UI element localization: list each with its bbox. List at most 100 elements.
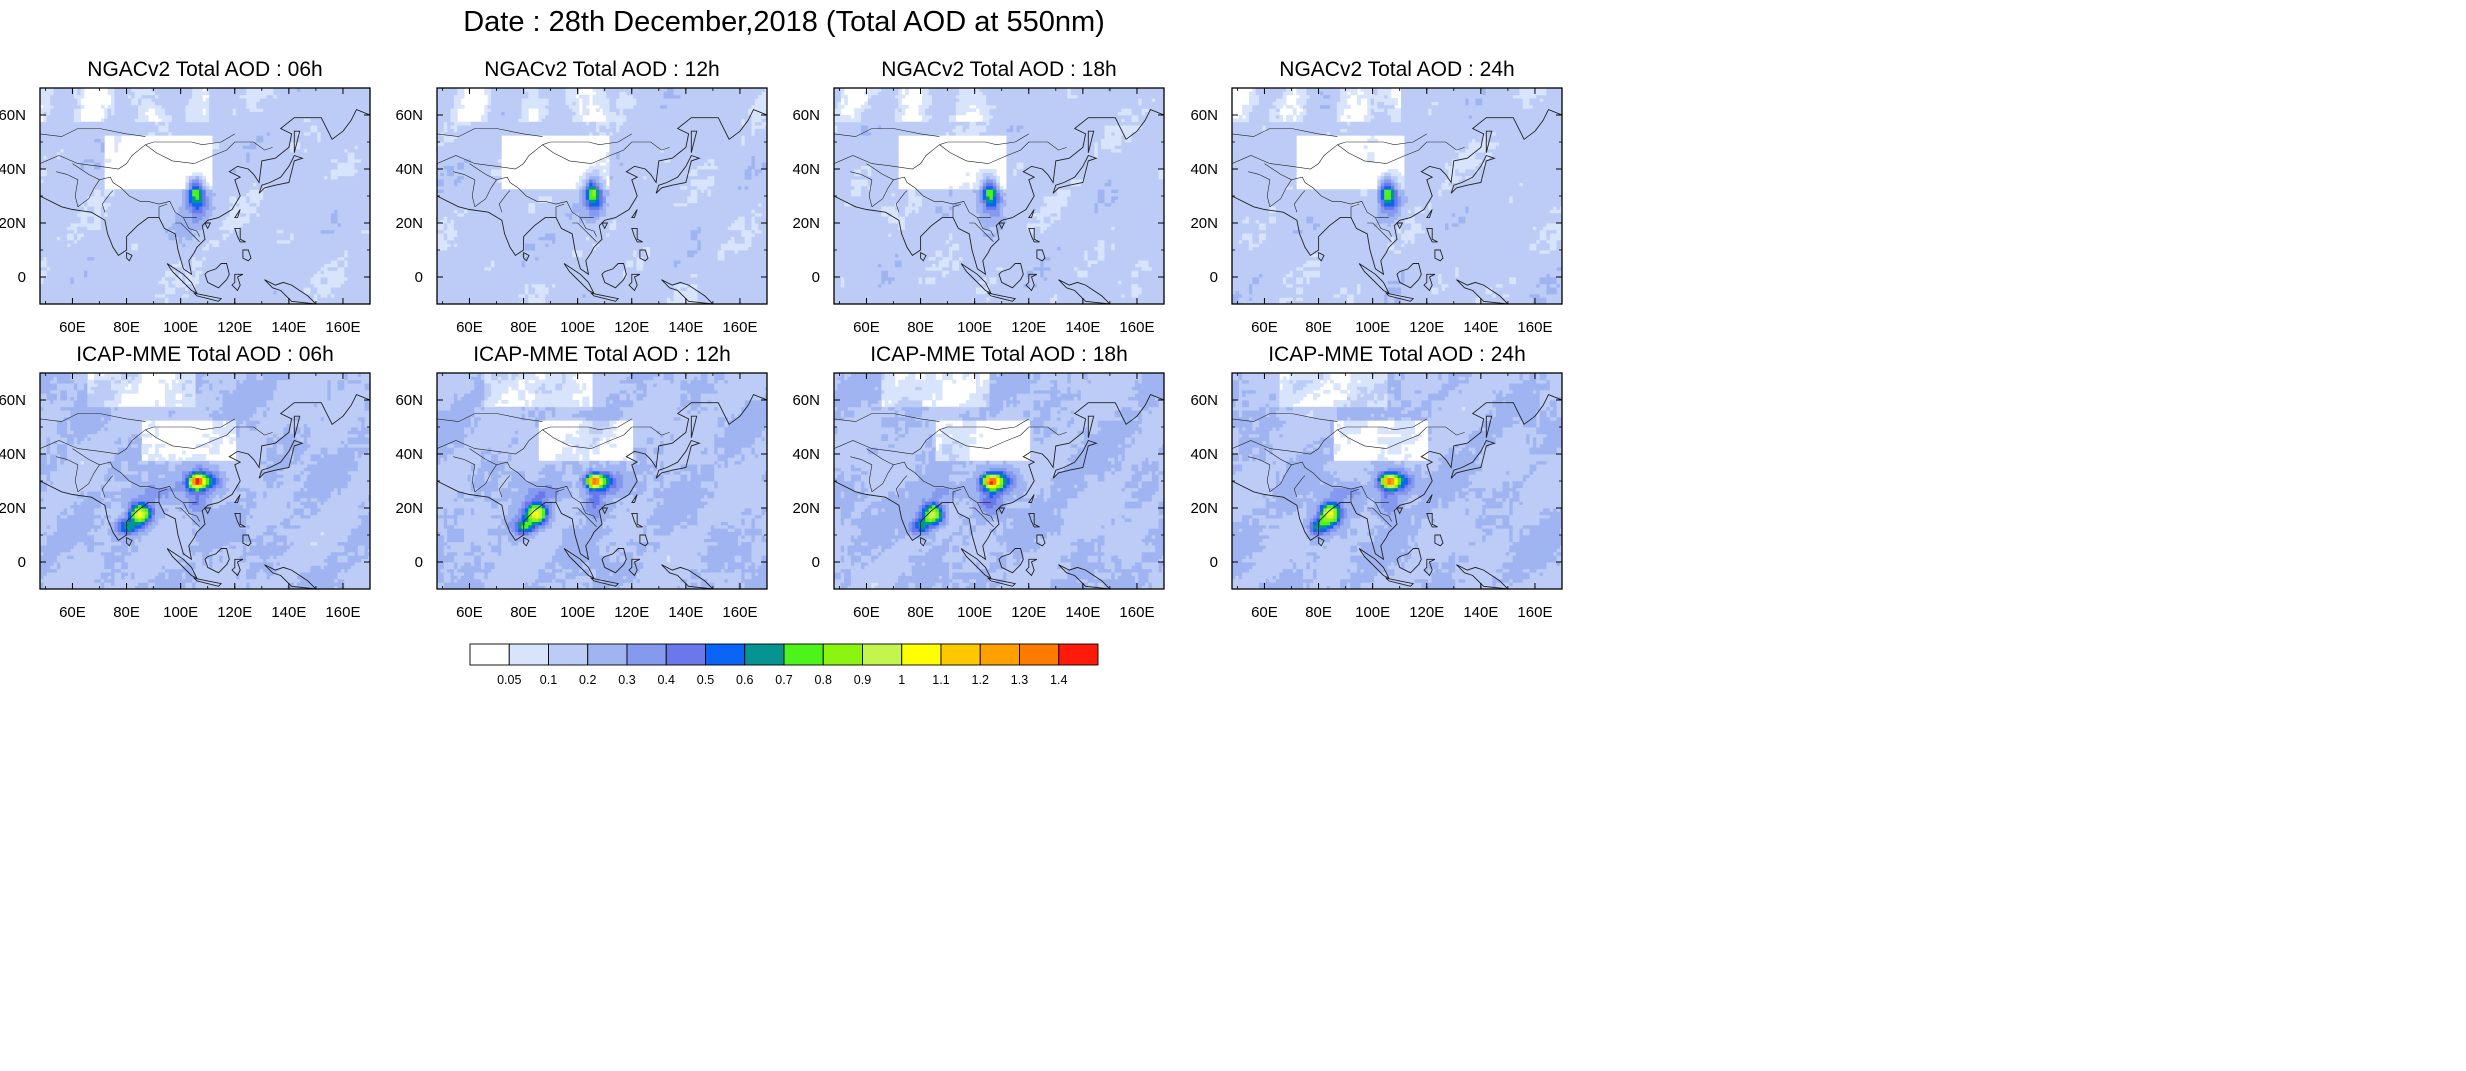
y-tick-label: 0	[415, 269, 423, 286]
coastlines	[40, 373, 370, 589]
panel-title: NGACv2 Total AOD : 24h	[1279, 58, 1514, 81]
panel-title: NGACv2 Total AOD : 18h	[881, 58, 1116, 81]
x-tick-label: 80E	[907, 604, 934, 621]
colorbar-swatch	[783, 643, 824, 666]
panel-title: ICAP-MME Total AOD : 06h	[76, 343, 334, 366]
x-tick-label: 80E	[113, 319, 140, 336]
colorbar-swatch	[469, 643, 510, 666]
map-panel: ICAP-MME Total AOD : 24h 60E 80E 100E 120E 14…	[1190, 343, 1563, 621]
y-tick-label: 0	[1210, 554, 1218, 571]
x-tick-label: 60E	[1251, 604, 1278, 621]
x-tick-label: 120E	[217, 319, 252, 336]
x-tick-label: 100E	[957, 604, 992, 621]
x-tick-label: 120E	[614, 604, 649, 621]
x-tick-label: 80E	[1305, 319, 1332, 336]
y-tick-label: 60N	[792, 107, 820, 124]
y-tick-label: 60N	[0, 107, 26, 124]
x-tick-label: 140E	[668, 604, 703, 621]
colorbar-swatch	[744, 643, 785, 666]
aod-field	[437, 373, 767, 589]
x-tick-label: 80E	[907, 319, 934, 336]
colorbar: 0.05 0.1 0.2 0.3 0.4 0.5 0.6 0.7 0.8 0.9 1 1.1 1.2 1.…	[469, 643, 1099, 687]
aod-field	[1232, 373, 1562, 589]
y-tick-label: 0	[415, 554, 423, 571]
x-tick-label: 160E	[325, 604, 360, 621]
map-panel: ICAP-MME Total AOD : 06h 60E 80E 100E 120E 14…	[0, 343, 371, 621]
colorbar-swatch	[1058, 643, 1099, 666]
map-panel: NGACv2 Total AOD : 18h 60E 80E 100E 120E 140E…	[792, 58, 1165, 336]
x-tick-label: 140E	[1065, 319, 1100, 336]
x-tick-label: 100E	[1355, 319, 1390, 336]
x-tick-label: 100E	[560, 604, 595, 621]
colorbar-label: 0.1	[540, 673, 557, 687]
colorbar-label: 1.2	[972, 673, 989, 687]
x-tick-label: 100E	[957, 319, 992, 336]
colorbar-label: 0.2	[579, 673, 596, 687]
colorbar-label: 0.05	[497, 673, 521, 687]
y-tick-label: 40N	[0, 446, 26, 463]
x-tick-label: 140E	[1463, 319, 1498, 336]
colorbar-swatch	[1019, 643, 1060, 666]
colorbar-label: 0.3	[618, 673, 635, 687]
x-tick-label: 160E	[722, 604, 757, 621]
colorbar-label: 1.3	[1011, 673, 1028, 687]
x-tick-label: 140E	[1065, 604, 1100, 621]
x-tick-label: 120E	[1409, 319, 1444, 336]
y-tick-label: 20N	[395, 215, 423, 232]
colorbar-label: 1.4	[1050, 673, 1067, 687]
x-tick-label: 100E	[163, 604, 198, 621]
colorbar-swatch	[705, 643, 746, 666]
y-tick-label: 20N	[0, 500, 26, 517]
colorbar-swatch	[979, 643, 1020, 666]
x-tick-label: 140E	[271, 604, 306, 621]
x-tick-label: 100E	[560, 319, 595, 336]
y-tick-label: 20N	[1190, 215, 1218, 232]
y-tick-label: 60N	[1190, 107, 1218, 124]
y-tick-label: 20N	[792, 500, 820, 517]
y-tick-label: 0	[18, 269, 26, 286]
y-tick-label: 0	[18, 554, 26, 571]
colorbar-label: 0.7	[775, 673, 792, 687]
colorbar-swatch	[587, 643, 628, 666]
panel-title: NGACv2 Total AOD : 06h	[87, 58, 322, 81]
x-tick-label: 60E	[1251, 319, 1278, 336]
coastlines	[1232, 88, 1562, 304]
panel-title: ICAP-MME Total AOD : 12h	[473, 343, 731, 366]
y-tick-label: 60N	[395, 107, 423, 124]
colorbar-label: 0.4	[658, 673, 675, 687]
y-tick-label: 20N	[395, 500, 423, 517]
x-tick-label: 60E	[853, 604, 880, 621]
colorbar-swatch	[665, 643, 706, 666]
x-tick-label: 140E	[271, 319, 306, 336]
x-tick-label: 100E	[163, 319, 198, 336]
x-tick-label: 60E	[456, 319, 483, 336]
x-tick-label: 100E	[1355, 604, 1390, 621]
y-tick-label: 20N	[1190, 500, 1218, 517]
map-panel: ICAP-MME Total AOD : 12h 60E 80E 100E 120E 14…	[395, 343, 768, 621]
aod-field	[437, 88, 767, 304]
x-tick-label: 160E	[1119, 319, 1154, 336]
y-tick-label: 40N	[0, 161, 26, 178]
coastlines	[437, 373, 767, 589]
panel-title: ICAP-MME Total AOD : 24h	[1268, 343, 1526, 366]
y-tick-label: 60N	[1190, 392, 1218, 409]
aod-field	[834, 88, 1164, 304]
aod-field	[40, 88, 370, 304]
coastlines	[437, 88, 767, 304]
colorbar-swatch	[940, 643, 981, 666]
x-tick-label: 160E	[1517, 319, 1552, 336]
x-tick-label: 140E	[668, 319, 703, 336]
y-tick-label: 40N	[1190, 446, 1218, 463]
colorbar-label: 1.1	[932, 673, 949, 687]
x-tick-label: 60E	[853, 319, 880, 336]
aod-field	[1232, 88, 1562, 304]
colorbar-label: 0.5	[697, 673, 714, 687]
x-tick-label: 60E	[456, 604, 483, 621]
figure-title: Date : 28th December,2018 (Total AOD at …	[0, 2, 1568, 42]
colorbar-label: 0.6	[736, 673, 753, 687]
map-panel: NGACv2 Total AOD : 06h 60E 80E 100E 120E 140E…	[0, 58, 371, 336]
coastlines	[40, 88, 370, 304]
y-tick-label: 0	[1210, 269, 1218, 286]
map-panel: NGACv2 Total AOD : 12h 60E 80E 100E 120E 140E…	[395, 58, 768, 336]
colorbar-label: 1	[898, 673, 905, 687]
